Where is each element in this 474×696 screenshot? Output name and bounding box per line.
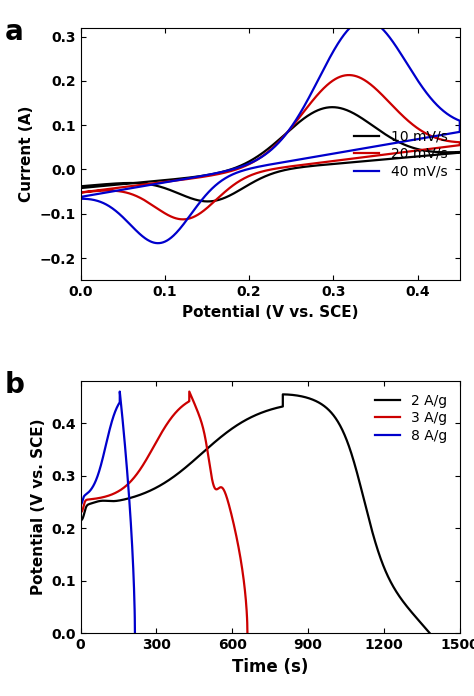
Line: 40 mV/s: 40 mV/s — [81, 20, 460, 243]
Text: a: a — [5, 18, 24, 46]
3 A/g — [179, 402, 184, 411]
3 A/g — [207, 464, 213, 472]
20 mV/s — [180, 215, 186, 223]
2 A/g — [241, 417, 247, 425]
X-axis label: Time (s): Time (s) — [232, 658, 309, 676]
40 mV/s — [78, 195, 83, 203]
20 mV/s — [213, 171, 219, 179]
X-axis label: Potential (V vs. SCE): Potential (V vs. SCE) — [182, 305, 358, 319]
10 mV/s — [78, 184, 83, 192]
Line: 8 A/g: 8 A/g — [81, 392, 135, 633]
20 mV/s — [448, 142, 454, 150]
8 A/g — [78, 501, 83, 509]
8 A/g — [132, 629, 138, 638]
Line: 2 A/g: 2 A/g — [81, 395, 429, 633]
20 mV/s — [421, 128, 427, 136]
2 A/g — [280, 390, 286, 399]
3 A/g — [89, 495, 94, 503]
2 A/g — [264, 406, 269, 415]
8 A/g — [128, 519, 134, 527]
40 mV/s — [448, 129, 454, 138]
3 A/g — [223, 491, 229, 500]
10 mV/s — [92, 182, 98, 191]
10 mV/s — [213, 169, 219, 177]
8 A/g — [113, 406, 118, 415]
20 mV/s — [92, 187, 98, 195]
Y-axis label: Current (A): Current (A) — [19, 106, 34, 202]
Legend: 10 mV/s, 20 mV/s, 40 mV/s: 10 mV/s, 20 mV/s, 40 mV/s — [349, 124, 453, 184]
2 A/g — [427, 628, 432, 637]
8 A/g — [117, 388, 123, 396]
8 A/g — [78, 500, 83, 509]
3 A/g — [183, 399, 189, 407]
10 mV/s — [448, 149, 454, 157]
2 A/g — [78, 516, 83, 525]
40 mV/s — [126, 219, 131, 227]
40 mV/s — [363, 16, 368, 24]
10 mV/s — [126, 179, 131, 187]
Y-axis label: Potential (V vs. SCE): Potential (V vs. SCE) — [30, 419, 46, 596]
10 mV/s — [78, 182, 83, 191]
3 A/g — [188, 392, 194, 400]
40 mV/s — [313, 152, 319, 161]
3 A/g — [78, 508, 83, 516]
20 mV/s — [78, 189, 83, 197]
Line: 3 A/g: 3 A/g — [81, 392, 247, 633]
40 mV/s — [421, 86, 427, 94]
2 A/g — [362, 500, 368, 508]
10 mV/s — [329, 103, 335, 111]
40 mV/s — [78, 193, 83, 201]
Line: 10 mV/s: 10 mV/s — [81, 107, 460, 201]
8 A/g — [113, 406, 118, 415]
Line: 20 mV/s: 20 mV/s — [81, 75, 460, 219]
8 A/g — [114, 404, 119, 412]
20 mV/s — [346, 71, 352, 79]
2 A/g — [164, 477, 169, 486]
40 mV/s — [92, 190, 98, 198]
10 mV/s — [205, 197, 210, 205]
20 mV/s — [313, 159, 319, 167]
40 mV/s — [155, 239, 161, 247]
8 A/g — [125, 477, 131, 485]
3 A/g — [245, 629, 250, 638]
20 mV/s — [126, 189, 131, 198]
40 mV/s — [213, 169, 219, 177]
2 A/g — [422, 623, 428, 631]
3 A/g — [186, 388, 192, 396]
20 mV/s — [78, 189, 83, 197]
10 mV/s — [421, 146, 427, 155]
Legend: 2 A/g, 3 A/g, 8 A/g: 2 A/g, 3 A/g, 8 A/g — [369, 388, 453, 448]
10 mV/s — [313, 161, 319, 170]
Text: b: b — [5, 371, 25, 399]
2 A/g — [200, 449, 205, 457]
